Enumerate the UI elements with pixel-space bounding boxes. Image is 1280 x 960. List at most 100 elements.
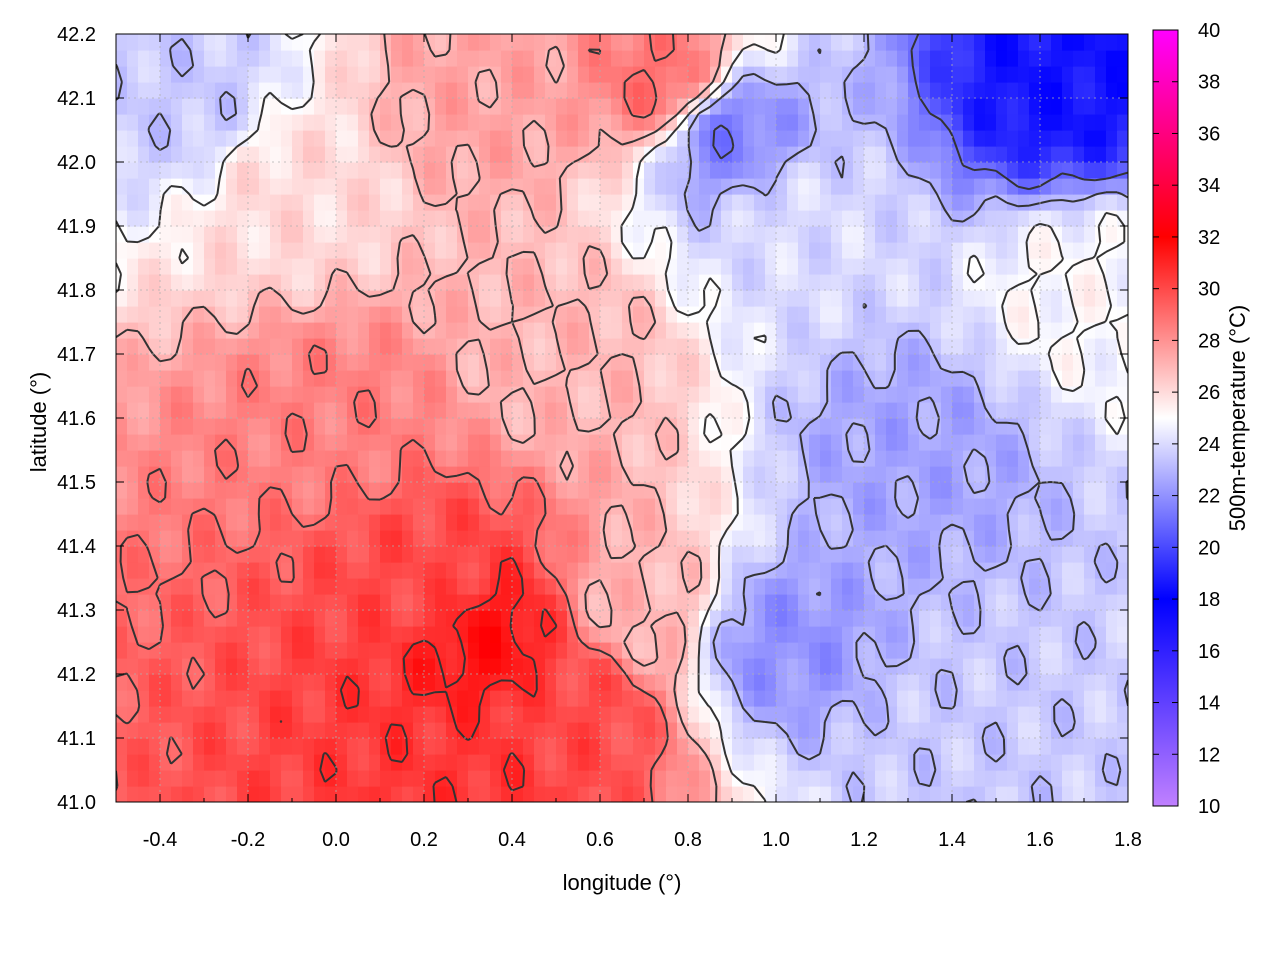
heatmap-cell [589, 770, 601, 787]
heatmap-cell [941, 482, 953, 499]
heatmap-cell [292, 130, 304, 147]
heatmap-cell [974, 562, 986, 579]
heatmap-cell [138, 498, 150, 515]
heatmap-cell [435, 386, 447, 403]
heatmap-cell [149, 290, 161, 307]
heatmap-cell [754, 146, 766, 163]
heatmap-cell [589, 562, 601, 579]
heatmap-cell [611, 738, 623, 755]
heatmap-cell [831, 370, 843, 387]
heatmap-cell [512, 130, 524, 147]
heatmap-cell [248, 210, 260, 227]
heatmap-cell [908, 146, 920, 163]
heatmap-cell [963, 290, 975, 307]
heatmap-cell [160, 306, 172, 323]
heatmap-cell [1007, 306, 1019, 323]
x-tick-label: 1.8 [1114, 829, 1142, 851]
heatmap-cell [468, 626, 480, 643]
heatmap-cell [996, 130, 1008, 147]
heatmap-cell [1073, 498, 1085, 515]
heatmap-cell [842, 162, 854, 179]
heatmap-cell [259, 754, 271, 771]
heatmap-cell [809, 274, 821, 291]
heatmap-cell [1029, 674, 1041, 691]
heatmap-cell [776, 434, 788, 451]
heatmap-cell [611, 98, 623, 115]
heatmap-cell [600, 754, 612, 771]
heatmap-cell [237, 642, 249, 659]
heatmap-cell [545, 210, 557, 227]
heatmap-cell [248, 50, 260, 67]
heatmap-cell [908, 738, 920, 755]
heatmap-cell [776, 770, 788, 787]
heatmap-cell [1106, 146, 1118, 163]
heatmap-cell [1073, 178, 1085, 195]
heatmap-cell [985, 674, 997, 691]
heatmap-cell [908, 546, 920, 563]
heatmap-cell [787, 722, 799, 739]
heatmap-cell [919, 306, 931, 323]
heatmap-cell [501, 578, 513, 595]
heatmap-cell [699, 210, 711, 227]
heatmap-cell [1073, 466, 1085, 483]
heatmap-cell [787, 610, 799, 627]
heatmap-cell [1007, 370, 1019, 387]
heatmap-cell [1007, 578, 1019, 595]
heatmap-cell [523, 178, 535, 195]
heatmap-cell [732, 466, 744, 483]
heatmap-cell [1095, 498, 1107, 515]
heatmap-cell [226, 82, 238, 99]
heatmap-cell [820, 674, 832, 691]
heatmap-cell [358, 290, 370, 307]
heatmap-cell [1040, 514, 1052, 531]
heatmap-cell [435, 82, 447, 99]
heatmap-cell [182, 82, 194, 99]
heatmap-cell [127, 546, 139, 563]
heatmap-cell [1095, 242, 1107, 259]
heatmap-cell [369, 146, 381, 163]
heatmap-cell [369, 514, 381, 531]
heatmap-cell [380, 66, 392, 83]
heatmap-cell [116, 338, 128, 355]
heatmap-cell [347, 194, 359, 211]
heatmap-cell [138, 98, 150, 115]
heatmap-cell [534, 738, 546, 755]
heatmap-cell [149, 498, 161, 515]
heatmap-cell [1084, 466, 1096, 483]
heatmap-cell [116, 546, 128, 563]
colorbar-tick-label: 24 [1198, 434, 1220, 456]
heatmap-cell [666, 482, 678, 499]
heatmap-cell [567, 770, 579, 787]
heatmap-cell [941, 450, 953, 467]
heatmap-cell [776, 658, 788, 675]
heatmap-cell [1062, 162, 1074, 179]
heatmap-cell [160, 770, 172, 787]
heatmap-cell [732, 114, 744, 131]
heatmap-cell [710, 594, 722, 611]
heatmap-cell [611, 66, 623, 83]
heatmap-cell [798, 466, 810, 483]
heatmap-cell [655, 242, 667, 259]
heatmap-cell [996, 386, 1008, 403]
heatmap-cell [644, 546, 656, 563]
heatmap-cell [732, 594, 744, 611]
heatmap-cell [1040, 290, 1052, 307]
heatmap-cell [292, 226, 304, 243]
heatmap-cell [127, 386, 139, 403]
heatmap-cell [666, 626, 678, 643]
heatmap-cell [633, 498, 645, 515]
heatmap-cell [391, 578, 403, 595]
heatmap-cell [248, 258, 260, 275]
heatmap-cell [820, 98, 832, 115]
heatmap-cell [820, 690, 832, 707]
heatmap-cell [303, 578, 315, 595]
heatmap-cell [644, 754, 656, 771]
heatmap-cell [501, 386, 513, 403]
heatmap-cell [171, 770, 183, 787]
heatmap-cell [1051, 738, 1063, 755]
heatmap-cell [853, 146, 865, 163]
heatmap-cell [468, 418, 480, 435]
heatmap-cell [424, 226, 436, 243]
heatmap-cell [952, 530, 964, 547]
heatmap-cell [534, 498, 546, 515]
